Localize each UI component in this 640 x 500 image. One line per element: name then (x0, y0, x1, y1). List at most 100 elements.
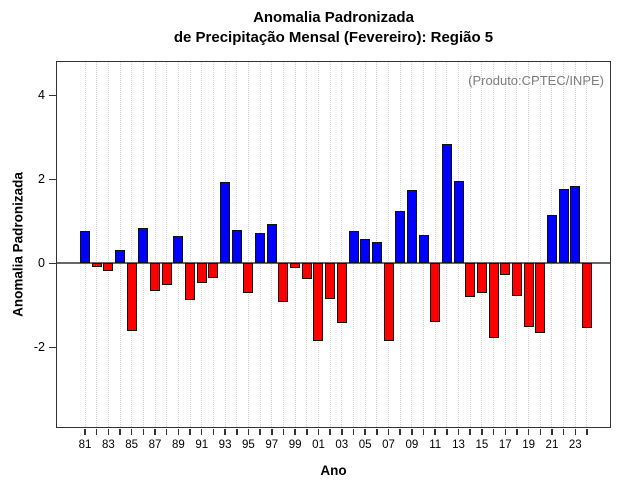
x-tick-91 (200, 429, 203, 435)
gridline-18 (516, 62, 518, 427)
gridline-14 (469, 62, 471, 427)
bar-01 (313, 263, 324, 342)
bar-85 (126, 263, 137, 331)
bar-04 (348, 230, 359, 264)
gridline-91 (201, 62, 203, 427)
bar-23 (570, 186, 581, 264)
bar-91 (196, 263, 207, 284)
x-tick-label-19: 19 (522, 439, 536, 451)
bar-10 (418, 235, 429, 264)
x-tick-08 (399, 429, 401, 435)
bar-00 (301, 263, 312, 280)
gridline-92 (212, 62, 214, 427)
x-tick-99 (294, 429, 296, 435)
x-tick-24 (586, 429, 588, 435)
x-tick-07 (387, 429, 390, 435)
bar-24 (581, 263, 592, 329)
gridline-99 (294, 62, 296, 427)
x-tick-label-13: 13 (452, 439, 465, 451)
x-tick-97 (271, 429, 273, 435)
x-tick-label-81: 81 (78, 439, 92, 451)
gridline-19 (528, 62, 530, 427)
x-tick-13 (457, 429, 460, 435)
gridline-07 (388, 62, 390, 427)
x-tick-94 (236, 429, 238, 435)
gridline-98 (282, 62, 284, 427)
bar-97 (266, 223, 277, 264)
x-tick-90 (189, 429, 191, 435)
bar-95 (243, 263, 254, 294)
gridline-87 (154, 62, 156, 427)
x-tick-95 (247, 429, 250, 435)
x-tick-label-17: 17 (498, 439, 512, 451)
x-tick-16 (492, 429, 495, 435)
plot-area: (Produto:CPTEC/INPE) (56, 61, 611, 428)
chart-title-line2: de Precipitação Mensal (Fevereiro): Regi… (173, 29, 494, 46)
bar-05 (360, 238, 371, 264)
y-axis-label: Anomalia Padronizada (10, 172, 26, 317)
gridline-11 (434, 62, 436, 427)
gridline-95 (247, 62, 249, 427)
x-tick-01 (317, 429, 320, 435)
source-annotation: (Produto:CPTEC/INPE) (468, 73, 604, 88)
bar-99 (290, 263, 301, 269)
y-tick-label-4: 4 (38, 88, 45, 103)
gridline-90 (189, 62, 191, 427)
x-tick-10 (422, 429, 425, 435)
bar-09 (406, 190, 417, 264)
gridline-17 (504, 62, 506, 427)
bar-81 (80, 231, 90, 264)
x-tick-label-01: 01 (312, 439, 325, 451)
y-tick-0 (49, 262, 56, 265)
x-tick-15 (481, 429, 483, 435)
y-tick-label--2: -2 (33, 340, 45, 355)
bar-12 (441, 143, 452, 264)
gridline-02 (329, 62, 331, 427)
bar-92 (208, 263, 219, 279)
bar-02 (325, 263, 336, 300)
x-tick-11 (434, 429, 436, 435)
x-tick-89 (177, 429, 180, 435)
gridline-24 (586, 62, 588, 427)
bar-13 (453, 180, 464, 264)
bar-22 (558, 189, 569, 264)
x-tick-85 (130, 429, 133, 435)
bar-08 (395, 210, 406, 264)
x-tick-label-03: 03 (335, 439, 349, 451)
x-tick-06 (376, 429, 378, 435)
bar-87 (150, 263, 161, 292)
x-tick-93 (224, 429, 226, 435)
x-tick-96 (259, 429, 261, 435)
bar-14 (465, 263, 476, 298)
bar-06 (371, 241, 382, 264)
bar-18 (511, 263, 522, 296)
bar-15 (476, 263, 487, 293)
x-tick-label-91: 91 (195, 439, 209, 451)
x-tick-82 (95, 429, 98, 435)
y-tick--2 (49, 346, 56, 349)
bar-88 (161, 263, 172, 286)
x-tick-09 (411, 429, 413, 435)
bar-94 (231, 229, 242, 264)
bar-21 (546, 215, 557, 264)
x-tick-19 (527, 429, 530, 435)
x-tick-label-87: 87 (148, 439, 162, 451)
bar-17 (500, 263, 511, 276)
gridline-15 (481, 62, 483, 427)
bar-90 (185, 263, 196, 300)
gridline-83 (107, 62, 109, 427)
y-tick-label-2: 2 (38, 172, 45, 187)
bar-96 (255, 232, 266, 264)
bar-03 (336, 263, 347, 324)
x-tick-03 (341, 429, 343, 435)
x-tick-14 (469, 429, 471, 435)
x-tick-label-15: 15 (475, 439, 489, 451)
chart-title: Anomalia Padronizada de Precipitação Men… (57, 8, 610, 48)
bar-98 (278, 263, 289, 302)
gridline-01 (317, 62, 319, 427)
x-tick-92 (212, 429, 215, 435)
gridline-84 (119, 62, 121, 427)
gridline-82 (96, 62, 98, 427)
x-tick-81 (84, 429, 86, 435)
